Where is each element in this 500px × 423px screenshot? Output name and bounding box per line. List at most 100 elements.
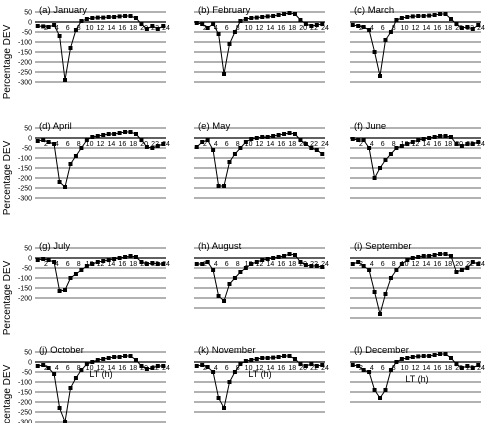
y-tick-label: -50 bbox=[22, 370, 32, 377]
x-tick-label: 18 bbox=[288, 365, 296, 372]
data-point bbox=[73, 154, 78, 158]
x-tick-label: 8 bbox=[392, 261, 396, 268]
x-tick-label: 16 bbox=[118, 365, 126, 372]
x-tick-label: 16 bbox=[118, 25, 126, 32]
data-point bbox=[222, 299, 227, 303]
data-point bbox=[399, 144, 404, 148]
data-point bbox=[470, 260, 475, 264]
data-point bbox=[282, 12, 287, 16]
panel-title: (g) July bbox=[39, 241, 70, 252]
x-tick-label: 2 bbox=[44, 141, 48, 148]
data-point bbox=[216, 294, 221, 298]
data-point bbox=[139, 364, 144, 368]
y-axis-label: Percentage DEV bbox=[2, 140, 13, 215]
x-tick-label: 12 bbox=[256, 25, 264, 32]
data-point bbox=[432, 13, 437, 17]
data-point bbox=[90, 16, 95, 20]
data-point bbox=[361, 138, 366, 142]
data-point bbox=[205, 260, 210, 264]
data-point bbox=[367, 146, 372, 150]
x-tick-label: 6 bbox=[66, 25, 70, 32]
x-tick-label: 24 bbox=[477, 141, 485, 148]
x-tick-label: 18 bbox=[129, 365, 137, 372]
data-point bbox=[320, 152, 325, 156]
x-tick-label: 20 bbox=[299, 365, 307, 372]
data-point bbox=[405, 356, 410, 360]
data-point bbox=[95, 358, 100, 362]
data-point bbox=[367, 28, 372, 32]
data-point bbox=[378, 74, 383, 78]
data-point bbox=[227, 282, 232, 286]
x-tick-label: 14 bbox=[267, 25, 275, 32]
data-point bbox=[200, 140, 205, 144]
data-point bbox=[133, 16, 138, 20]
data-point bbox=[265, 257, 270, 261]
data-point bbox=[232, 370, 237, 374]
data-point bbox=[41, 138, 46, 142]
x-tick-label: 2 bbox=[203, 261, 207, 268]
data-point bbox=[367, 370, 372, 374]
data-point bbox=[222, 72, 227, 76]
x-tick-label: 16 bbox=[433, 25, 441, 32]
data-point bbox=[194, 145, 199, 149]
data-point bbox=[459, 26, 464, 30]
x-tick-label: 16 bbox=[277, 261, 285, 268]
data-point bbox=[320, 363, 325, 367]
data-point bbox=[470, 27, 475, 31]
panel-title: (j) October bbox=[39, 345, 84, 356]
data-point bbox=[84, 17, 89, 21]
data-point bbox=[314, 264, 319, 268]
data-point bbox=[271, 14, 276, 18]
data-point bbox=[200, 262, 205, 266]
data-point bbox=[150, 24, 155, 28]
data-point bbox=[356, 364, 361, 368]
data-point bbox=[427, 254, 432, 258]
data-point bbox=[309, 24, 314, 28]
data-point bbox=[211, 148, 216, 152]
x-tick-label: 8 bbox=[236, 141, 240, 148]
data-point bbox=[356, 24, 361, 28]
panel-title: (e) May bbox=[198, 121, 230, 132]
data-point bbox=[438, 352, 443, 356]
x-tick-label: 8 bbox=[77, 365, 81, 372]
y-tick-label: -100 bbox=[18, 156, 32, 163]
data-point bbox=[282, 254, 287, 258]
x-tick-label: 10 bbox=[401, 261, 409, 268]
data-point bbox=[265, 135, 270, 139]
data-point bbox=[200, 363, 205, 367]
data-point bbox=[144, 262, 149, 266]
data-point bbox=[361, 264, 366, 268]
data-point bbox=[155, 262, 160, 266]
data-point bbox=[112, 132, 117, 136]
x-tick-label: 6 bbox=[225, 365, 229, 372]
data-point bbox=[68, 386, 73, 390]
x-tick-label: 4 bbox=[214, 141, 218, 148]
x-tick-label: 12 bbox=[256, 261, 264, 268]
x-tick-label: 4 bbox=[55, 141, 59, 148]
y-tick-label: -100 bbox=[18, 40, 32, 47]
data-point bbox=[303, 364, 308, 368]
data-point bbox=[443, 352, 448, 356]
lt-axis-label-november: LT (h) bbox=[248, 369, 271, 379]
data-point bbox=[123, 14, 128, 18]
data-point bbox=[399, 262, 404, 266]
data-point bbox=[249, 137, 254, 141]
data-point bbox=[35, 364, 40, 368]
data-point bbox=[254, 136, 259, 140]
data-point bbox=[394, 146, 399, 150]
data-point bbox=[133, 358, 138, 362]
data-point bbox=[405, 15, 410, 19]
x-tick-label: 12 bbox=[412, 25, 420, 32]
data-point bbox=[314, 148, 319, 152]
data-point bbox=[454, 142, 459, 146]
data-point bbox=[416, 14, 421, 18]
data-point bbox=[52, 260, 57, 264]
x-tick-label: 14 bbox=[108, 25, 116, 32]
data-point bbox=[194, 364, 199, 368]
x-tick-label: 6 bbox=[66, 141, 70, 148]
data-point bbox=[260, 15, 265, 19]
data-point bbox=[128, 130, 133, 134]
data-point bbox=[448, 17, 453, 21]
y-tick-label: -150 bbox=[18, 166, 32, 173]
